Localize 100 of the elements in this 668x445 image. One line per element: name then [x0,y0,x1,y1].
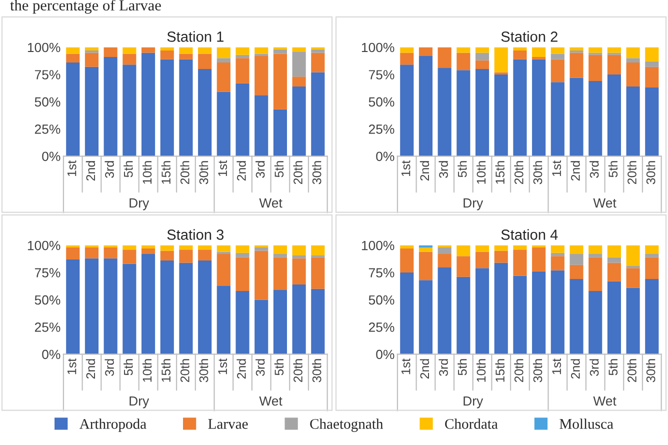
x-tick-label: 3rd [590,161,599,178]
x-tick-label: 5th [608,161,618,178]
bar [273,257,287,290]
bar [216,245,230,252]
x-tick-label: 20th [293,161,302,184]
y-tick-label: 100% [28,240,60,250]
bar [645,245,659,254]
text: Wet [259,396,282,406]
bar [160,50,174,60]
bar [400,47,414,53]
bar [273,290,287,354]
bar [84,247,99,258]
bar [588,81,602,156]
bar [550,54,564,60]
bar [532,247,546,272]
legend-label: Chordata [445,418,498,429]
bar [179,250,193,263]
bar [104,47,118,58]
bar [273,109,287,156]
bar [550,245,564,253]
bar [513,50,527,60]
bar [438,247,452,254]
bar [400,248,414,273]
bar [475,268,490,354]
bar [84,52,99,67]
bar [645,257,659,280]
bar [311,245,325,256]
x-tick-label: 2nd [420,161,430,181]
bar [311,257,325,289]
x-tick-label: 5th [124,161,133,178]
legend-label: Chaetognath [310,418,384,432]
bar [198,250,212,261]
bar [273,54,287,110]
x-tick-label: 15th [161,359,170,382]
x-tick-label: 15th [161,161,170,184]
bar [84,47,99,51]
bar [236,58,250,84]
x-tick-label: 2nd [570,161,580,181]
y-tick-label: 0% [42,350,60,360]
bar [400,245,414,249]
x-tick-label: 2nd [86,161,96,181]
x-tick-label: 1st [402,160,410,176]
bar [588,245,602,254]
x-tick-label: 10th [142,161,152,184]
bar [456,47,470,53]
y-tick-label: 25% [34,124,60,134]
bar [645,47,659,62]
x-tick-label: 5th [124,359,133,376]
bar [236,252,250,258]
y-tick-label: 0% [42,152,60,162]
bar [292,258,306,284]
bar [607,281,621,354]
x-tick-label: 2nd [236,359,246,379]
bar [141,47,156,53]
x-tick-label: 3rd [438,359,448,376]
x-tick-label: 30th [646,359,656,382]
x-tick-label: 1st [552,160,562,176]
x-tick-label: 5th [458,161,467,178]
chart-title: Station 2 [501,31,558,42]
bar [254,247,268,251]
bar [626,268,640,288]
bar [216,286,230,354]
bar [141,245,156,249]
bar [122,264,136,354]
bar [645,279,659,354]
x-tick-label: 20th [180,161,190,184]
bar [494,74,508,156]
bar [645,61,659,67]
bar [626,288,640,354]
bar [475,60,490,70]
bar [216,58,230,63]
bar [179,245,193,250]
x-tick-label: 20th [514,161,524,184]
bar [570,264,584,280]
bar [626,62,640,86]
bar [160,260,174,354]
bar [236,83,250,156]
x-tick-label: 2nd [570,359,580,379]
x-tick-label: 1st [68,358,76,374]
bar [588,47,602,53]
bar [292,47,306,52]
bar [570,245,584,254]
x-tick-label: 3rd [104,359,114,376]
x-tick-label: 3rd [256,359,265,376]
bar [160,250,174,261]
bar [456,70,470,156]
bar [236,54,250,58]
y-tick-label: 75% [368,268,394,278]
bar [400,272,414,354]
legend-label: Arthropoda [79,418,146,432]
bar [160,59,174,156]
bar [607,262,621,282]
x-tick-label: 3rd [590,359,599,376]
bar [179,59,193,156]
y-tick-label: 75% [34,268,60,278]
x-tick-label: 1st [218,160,228,176]
bar [418,56,433,156]
y-tick-label: 50% [34,97,60,107]
bar [475,47,490,53]
bar [84,258,99,354]
